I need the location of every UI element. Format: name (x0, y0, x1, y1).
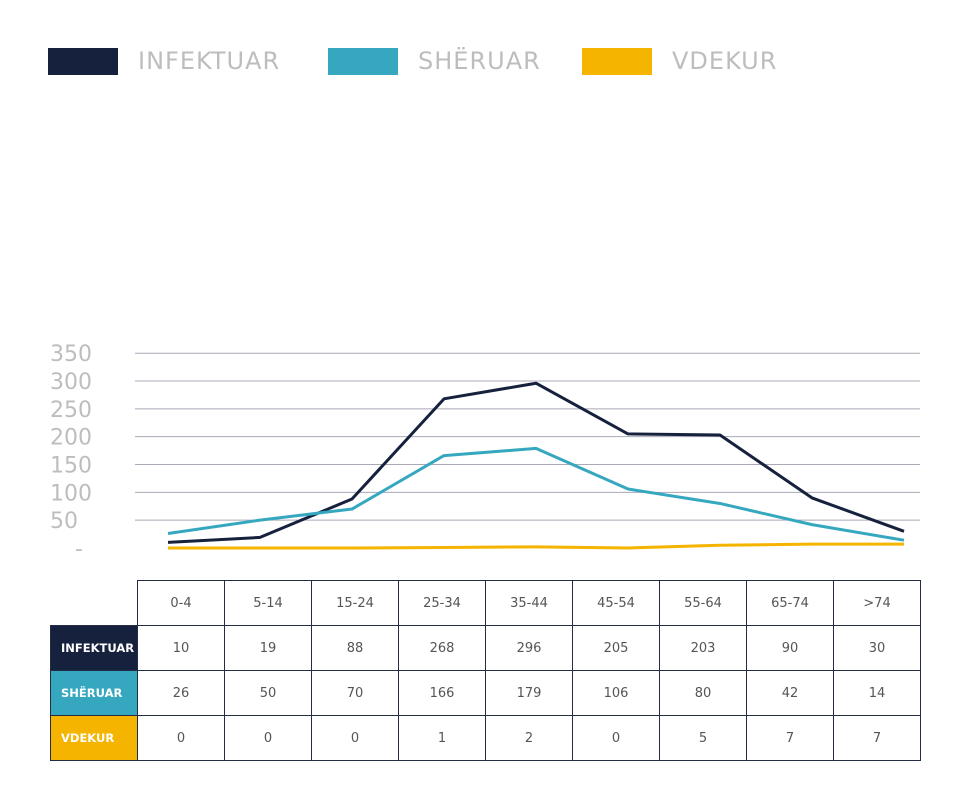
table-category-header: 15-24 (311, 580, 399, 626)
table-cell: 7 (833, 715, 921, 761)
table-row: VDEKUR 0 0 0 1 2 0 5 7 7 (50, 715, 921, 761)
table-cell: 0 (224, 715, 312, 761)
table-cell: 2 (485, 715, 573, 761)
series-lines (167, 381, 905, 550)
legend-swatch-sheruar (328, 47, 398, 75)
table-cell: 0 (572, 715, 660, 761)
table-cell: 5 (659, 715, 747, 761)
table-category-header: 25-34 (398, 580, 486, 626)
y-tick-label: 300 (50, 370, 92, 395)
table-cell: 50 (224, 670, 312, 716)
legend-item-infektuar: INFEKTUAR (48, 40, 280, 82)
table-cell: 14 (833, 670, 921, 716)
y-tick-label: 50 (50, 509, 78, 534)
series-line-infektuar (167, 381, 905, 544)
legend-swatch-vdekur (582, 47, 652, 75)
table-category-header: >74 (833, 580, 921, 626)
series-line-shruar (167, 446, 905, 542)
table-cell: 7 (746, 715, 834, 761)
table-cell: 88 (311, 625, 399, 671)
table-cell: 203 (659, 625, 747, 671)
table-cell: 10 (137, 625, 225, 671)
table-corner (51, 581, 138, 626)
y-tick-label: 150 (50, 454, 92, 479)
table-cell: 0 (311, 715, 399, 761)
table-category-header: 35-44 (485, 580, 573, 626)
table-row: INFEKTUAR 10 19 88 268 296 205 203 90 30 (50, 625, 921, 671)
table-category-header: 5-14 (224, 580, 312, 626)
table-cell: 90 (746, 625, 834, 671)
legend-label-infektuar: INFEKTUAR (138, 47, 281, 75)
legend-item-vdekur: VDEKUR (582, 40, 777, 82)
grid-lines (135, 352, 920, 521)
table-cell: 80 (659, 670, 747, 716)
table-cell: 166 (398, 670, 486, 716)
table-row-header: VDEKUR (50, 715, 138, 761)
y-tick-label: - (75, 537, 83, 562)
table-category-header: 65-74 (746, 580, 834, 626)
legend-label-sheruar: SHËRUAR (418, 47, 541, 75)
table-row-header: SHËRUAR (50, 670, 138, 716)
table-category-header: 0-4 (137, 580, 225, 626)
data-table: 0-4 5-14 15-24 25-34 35-44 45-54 55-64 65-74 >74… (50, 580, 921, 761)
legend-label-vdekur: VDEKUR (672, 47, 778, 75)
table-cell: 106 (572, 670, 660, 716)
series-line-vdekur (168, 542, 904, 550)
table-cell: 42 (746, 670, 834, 716)
table-cell: 0 (137, 715, 225, 761)
table-cell: 205 (572, 625, 660, 671)
table-cell: 1 (398, 715, 486, 761)
table-row: SHËRUAR 26 50 70 166 179 106 80 42 14 (50, 670, 921, 716)
table-cell: 19 (224, 625, 312, 671)
y-tick-label: 100 (50, 481, 92, 506)
legend-item-sheruar: SHËRUAR (328, 40, 541, 82)
table-cell: 268 (398, 625, 486, 671)
table-cell: 26 (137, 670, 225, 716)
table-cell: 179 (485, 670, 573, 716)
table-cell: 296 (485, 625, 573, 671)
table-cell: 70 (311, 670, 399, 716)
y-tick-label: 250 (50, 398, 92, 423)
table-row-header: INFEKTUAR (50, 625, 138, 671)
table-cell: 30 (833, 625, 921, 671)
y-tick-label: 200 (50, 426, 92, 451)
y-tick-label: 350 (50, 342, 92, 367)
table-category-header: 45-54 (572, 580, 660, 626)
legend-swatch-infektuar (48, 47, 118, 75)
table-category-header: 55-64 (659, 580, 747, 626)
